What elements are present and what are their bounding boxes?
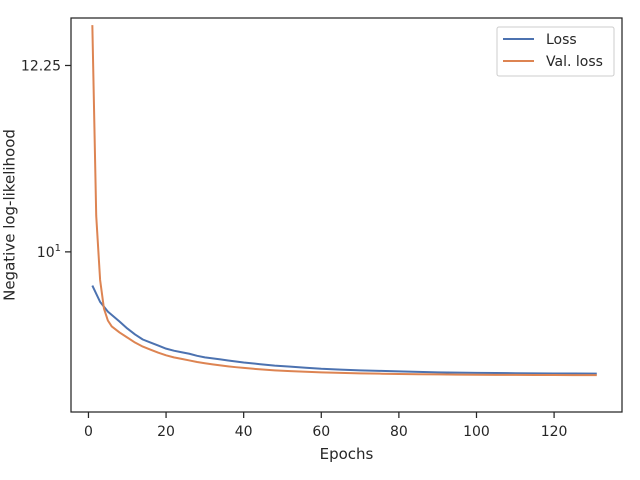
plot-area <box>70 17 623 413</box>
x-axis-ticks: 0 20 40 60 80 100 120 <box>84 412 567 440</box>
x-axis-label: Epochs <box>320 445 374 463</box>
series-line-val-loss <box>91 25 597 377</box>
legend-entry-loss: Loss <box>503 32 577 48</box>
y-tick-label: 12.25 <box>21 58 61 74</box>
x-tick-label: 60 <box>312 424 330 440</box>
legend: Loss Val. loss <box>496 26 615 77</box>
series-layer <box>91 25 597 377</box>
legend-entry-val-loss: Val. loss <box>503 54 603 70</box>
x-tick-label: 100 <box>463 424 490 440</box>
legend-label-val-loss: Val. loss <box>546 54 603 70</box>
axes-frame <box>70 17 623 413</box>
series-line-loss <box>91 285 597 375</box>
legend-label-loss: Loss <box>546 32 577 48</box>
y-axis-label: Negative log-likelihood <box>1 129 19 301</box>
x-tick-label: 20 <box>157 424 175 440</box>
x-tick-label: 40 <box>235 424 253 440</box>
x-tick-label: 0 <box>84 424 93 440</box>
x-tick-label: 80 <box>390 424 408 440</box>
y-axis-ticks: 101 12.25 <box>21 58 71 261</box>
y-tick-label: 101 <box>37 243 61 261</box>
x-tick-label: 120 <box>541 424 568 440</box>
